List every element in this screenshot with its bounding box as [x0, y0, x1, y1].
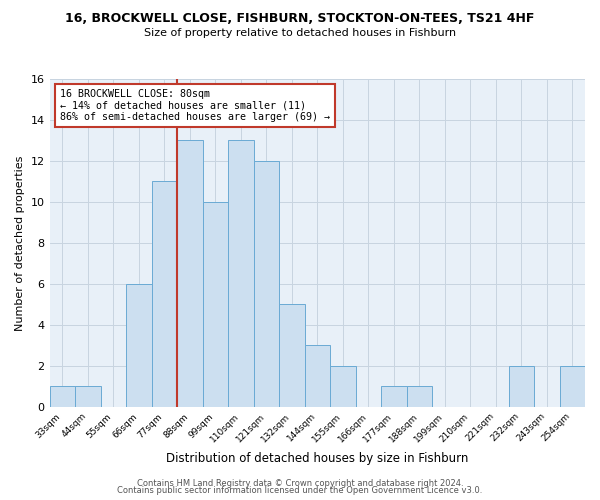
- Bar: [152, 182, 177, 406]
- Bar: [305, 346, 330, 406]
- Bar: [75, 386, 101, 406]
- Text: Contains HM Land Registry data © Crown copyright and database right 2024.: Contains HM Land Registry data © Crown c…: [137, 478, 463, 488]
- Bar: [509, 366, 534, 406]
- Bar: [254, 161, 279, 406]
- Bar: [177, 140, 203, 406]
- X-axis label: Distribution of detached houses by size in Fishburn: Distribution of detached houses by size …: [166, 452, 469, 465]
- Bar: [330, 366, 356, 406]
- Bar: [203, 202, 228, 406]
- Bar: [381, 386, 407, 406]
- Text: Contains public sector information licensed under the Open Government Licence v3: Contains public sector information licen…: [118, 486, 482, 495]
- Text: 16 BROCKWELL CLOSE: 80sqm
← 14% of detached houses are smaller (11)
86% of semi-: 16 BROCKWELL CLOSE: 80sqm ← 14% of detac…: [60, 89, 330, 122]
- Bar: [228, 140, 254, 406]
- Y-axis label: Number of detached properties: Number of detached properties: [15, 155, 25, 330]
- Text: 16, BROCKWELL CLOSE, FISHBURN, STOCKTON-ON-TEES, TS21 4HF: 16, BROCKWELL CLOSE, FISHBURN, STOCKTON-…: [65, 12, 535, 26]
- Text: Size of property relative to detached houses in Fishburn: Size of property relative to detached ho…: [144, 28, 456, 38]
- Bar: [50, 386, 75, 406]
- Bar: [560, 366, 585, 406]
- Bar: [126, 284, 152, 406]
- Bar: [407, 386, 432, 406]
- Bar: [279, 304, 305, 406]
